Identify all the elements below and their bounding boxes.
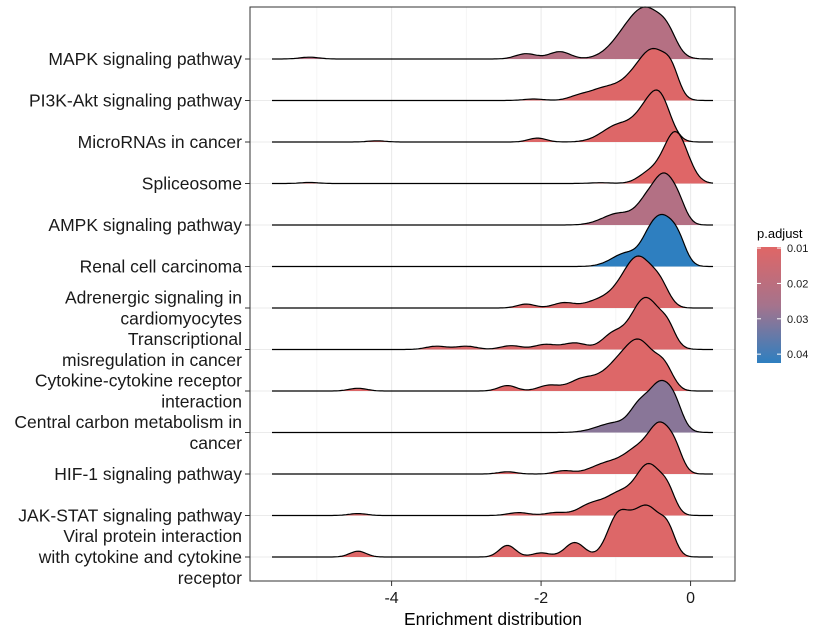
y-axis-label-line: JAK-STAT signaling pathway [18,506,242,526]
legend-tick-label: 0.01 [787,243,808,255]
y-axis-label-line: Adrenergic signaling in [65,288,242,308]
y-axis-label-line: misregulation in cancer [62,350,242,370]
ridge-outline [272,6,713,60]
y-axis-label: Cytokine-cytokine receptor interaction [35,371,242,412]
ridge [272,89,713,143]
y-axis-label: Viral protein interaction with cytokine a… [38,526,242,588]
y-axis-label-line: MicroRNAs in cancer [78,132,243,152]
x-axis-tick-label: -4 [384,590,398,607]
y-axis-label-line: Viral protein interaction [63,526,242,546]
ridge [272,504,713,558]
ridge [272,255,713,309]
ridge [272,6,713,60]
ridge-fill [272,339,713,391]
ridge-fill [272,463,713,516]
y-axis-label-line: cancer [189,433,242,453]
ridge-fill [272,48,713,101]
x-axis-title: Enrichment distribution [404,609,582,629]
ridge-outline [272,504,713,558]
ridge-outline [272,255,713,309]
ridges [272,6,714,558]
ridge-outline [272,47,713,102]
ridge-outline [272,462,713,517]
legend-colorbar [757,247,781,363]
y-axis-label-line: Cytokine-cytokine receptor [35,371,242,391]
ridge-outline [272,89,713,143]
x-axis: -4 -2 0 [384,581,695,607]
legend-tick-label: 0.02 [787,278,808,290]
ridge-outline [272,213,713,268]
ridge-outline [272,421,713,475]
y-axis-label: Transcriptional misregulation in cancer [62,329,242,370]
y-axis-label: MAPK signaling pathway [48,49,242,69]
plot-panel-border [249,6,736,582]
ridge [272,462,713,517]
x-axis-tick-label: -2 [534,590,548,607]
ridge-outline [272,296,713,351]
ridge-fill [272,214,713,267]
y-axis-label: Renal cell carcinoma [80,257,243,277]
y-axis-label: HIF-1 signaling pathway [54,464,242,484]
ridge-outline [272,130,714,185]
color-legend: p.adjust 0.01 0.02 0.03 0.04 [757,226,808,363]
y-axis-label: AMPK signaling pathway [48,215,242,235]
y-axis-label: Spliceosome [142,174,242,194]
y-axis-label-line: AMPK signaling pathway [48,215,242,235]
y-axis-label-line: interaction [161,392,242,412]
y-axis-label: PI3K-Akt signaling pathway [29,91,242,111]
y-axis-label-line: Renal cell carcinoma [80,257,243,277]
ridge-fill [272,7,713,59]
y-axis-label-line: with cytokine and cytokine [38,547,242,567]
y-axis-label: MicroRNAs in cancer [78,132,243,152]
legend-tick-label: 0.03 [787,314,808,326]
ridge [272,296,713,351]
y-axis-label: Adrenergic signaling in cardiomyocytes [65,288,242,329]
x-axis-tick-label: 0 [686,590,695,607]
ridge-outline [272,172,713,226]
ridge-outline [272,379,713,434]
ridge-fill [272,297,713,350]
y-axis-label-line: Transcriptional [128,329,242,349]
y-axis-label-line: MAPK signaling pathway [48,49,242,69]
y-axis-label-line: Spliceosome [142,174,242,194]
ridge-fill [272,505,713,557]
y-axis-label: Central carbon metabolism in cancer [14,412,242,453]
legend-title: p.adjust [757,226,803,241]
ridge [272,338,713,392]
y-axis-label-line: PI3K-Akt signaling pathway [29,91,242,111]
y-axis-label: JAK-STAT signaling pathway [18,506,242,526]
y-axis-labels: MAPK signaling pathway PI3K-Akt signaling… [14,49,250,588]
legend-tick-label: 0.04 [787,349,808,361]
ridge [272,47,713,102]
y-axis-label-line: HIF-1 signaling pathway [54,464,242,484]
ridge-fill [272,422,713,474]
ridge-fill [272,256,713,308]
ridge [272,421,713,475]
y-axis-label-line: cardiomyocytes [120,309,242,329]
y-axis-label-line: receptor [178,568,242,588]
ridge [272,213,713,268]
ridge-outline [272,338,713,392]
y-axis-label-line: Central carbon metabolism in [14,412,242,432]
